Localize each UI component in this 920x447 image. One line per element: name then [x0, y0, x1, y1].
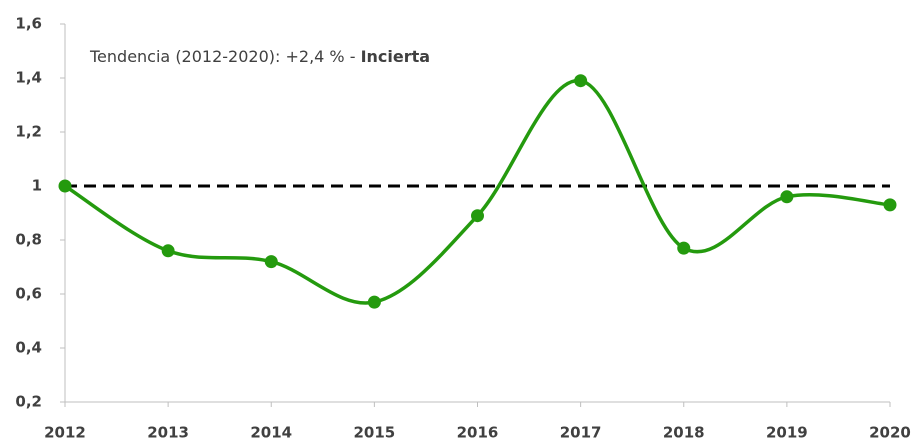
point [58, 179, 72, 193]
point [574, 74, 588, 88]
y-tick-label: 0,4 [15, 339, 42, 357]
point [677, 241, 691, 255]
point [883, 198, 897, 212]
y-tick-label: 1,2 [15, 123, 42, 141]
x-tick-label: 2016 [457, 424, 499, 442]
y-tick-label: 1,6 [15, 15, 42, 33]
y-tick-label: 1,4 [15, 69, 42, 87]
y-tick-label: 0,6 [15, 285, 42, 303]
annotation: Tendencia (2012-2020): +2,4 % - Incierta [89, 47, 430, 66]
point [367, 295, 381, 309]
point [780, 190, 794, 204]
x-tick-label: 2014 [250, 424, 292, 442]
x-tick-label: 2018 [663, 424, 705, 442]
x-tick-label: 2019 [766, 424, 808, 442]
annotation-bold: Incierta [361, 47, 431, 66]
point [471, 209, 484, 223]
x-tick-label: 2017 [560, 424, 602, 442]
annotation-text: Tendencia (2012-2020): +2,4 % - [89, 47, 361, 66]
x-tick-label: 2013 [147, 424, 189, 442]
x-tick-label: 2020 [869, 424, 911, 442]
x-tick-label: 2012 [44, 424, 86, 442]
series-line [64, 78, 891, 305]
y-tick-label: 1 [32, 177, 42, 195]
y-tick-label: 0,2 [15, 393, 42, 411]
point [264, 255, 278, 269]
point [161, 244, 175, 258]
y-tick-label: 0,8 [15, 231, 42, 249]
x-tick-label: 2015 [354, 424, 396, 442]
